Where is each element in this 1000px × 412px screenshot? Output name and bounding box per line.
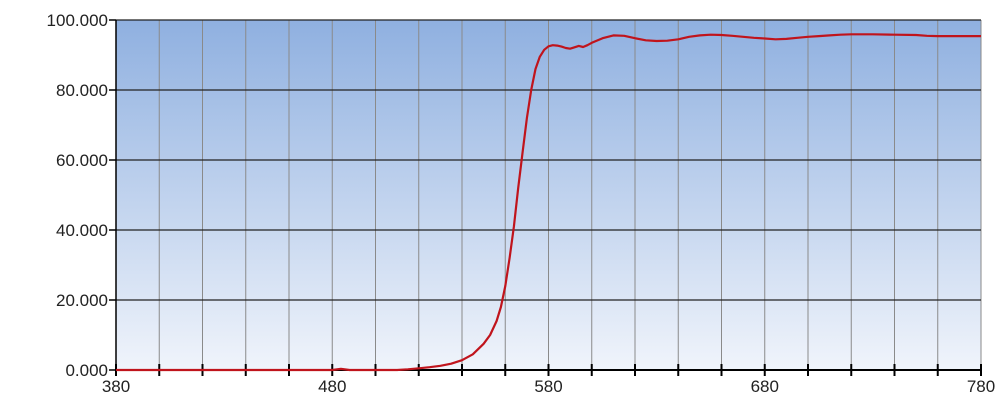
y-tick-label: 0.000	[65, 361, 108, 380]
grid-lines	[116, 19, 982, 370]
y-tick-label: 100.000	[47, 11, 108, 30]
y-tick-label: 60.000	[56, 151, 108, 170]
y-tick-label: 80.000	[56, 81, 108, 100]
series-line	[116, 33, 981, 372]
x-tick-label: 680	[751, 377, 779, 396]
x-tick-label: 380	[102, 377, 130, 396]
series-layer	[116, 33, 981, 372]
y-tick-label: 20.000	[56, 291, 108, 310]
x-tick-label: 480	[318, 377, 346, 396]
tick-labels: 0.000 20.000 40.000 60.000 80.000 100.000 380 4…	[47, 11, 996, 396]
x-tick-label: 780	[967, 377, 995, 396]
x-tick-label: 580	[534, 377, 562, 396]
y-tick-label: 40.000	[56, 221, 108, 240]
